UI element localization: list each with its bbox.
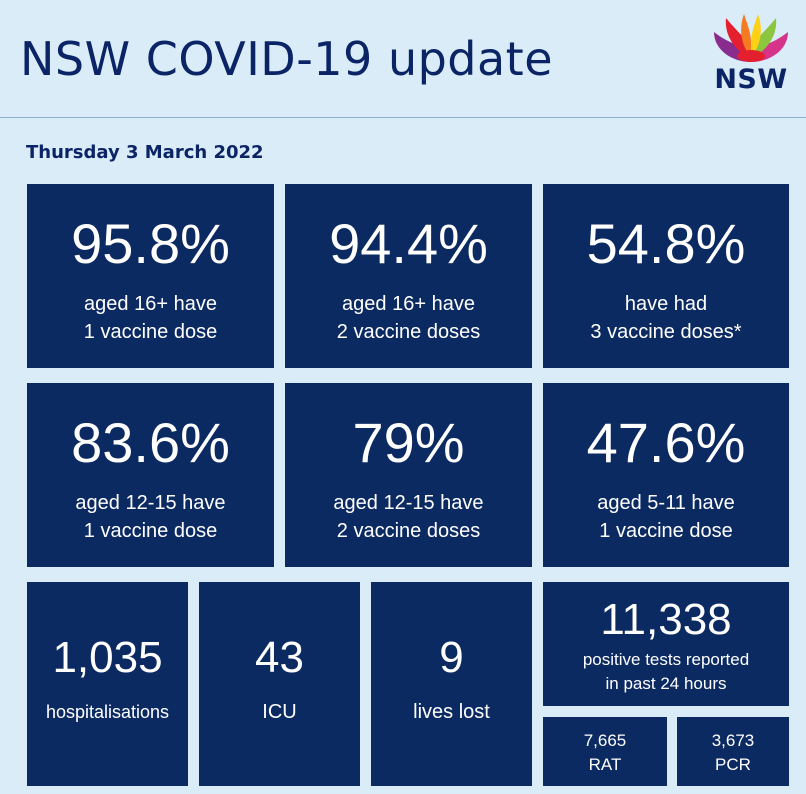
deaths-label: lives lost: [413, 701, 490, 723]
vaccine-tile-dose3: 54.8% have had 3 vaccine doses*: [543, 184, 789, 368]
pcr-label: PCR: [715, 755, 751, 774]
page-title: NSW COVID-19 update: [20, 32, 554, 86]
vaccine-tile-dose1-5to11: 47.6% aged 5-11 have 1 vaccine dose: [543, 383, 789, 567]
positive-tests-tile: 11,338 positive tests reported in past 2…: [543, 582, 789, 706]
vaccine-tile-dose2-16plus: 94.4% aged 16+ have 2 vaccine doses: [285, 184, 532, 368]
tile-caption-line1: have had: [624, 293, 708, 315]
tile-value: 95.8%: [71, 212, 230, 275]
hospitalisations-tile: 1,035 hospitalisations: [27, 582, 188, 786]
waratah-flower-icon: [714, 14, 788, 62]
logo-text: NSW: [714, 64, 788, 95]
tile-value: 47.6%: [586, 411, 746, 474]
rat-label: RAT: [588, 755, 622, 774]
report-date: Thursday 3 March 2022: [26, 142, 264, 163]
tile-caption-line2: 2 vaccine doses: [336, 321, 481, 343]
tile-value: 83.6%: [71, 411, 230, 474]
tile-caption-line1: aged 5-11 have: [597, 492, 735, 514]
tile-caption-line2: 2 vaccine doses: [336, 520, 481, 542]
tile-caption-line1: aged 16+ have: [342, 293, 475, 315]
icu-tile: 43 ICU: [199, 582, 360, 786]
tile-caption-line1: aged 16+ have: [84, 293, 217, 315]
positive-tests-caption-line2: in past 24 hours: [605, 674, 727, 693]
icu-value: 43: [255, 633, 304, 682]
positive-tests-value: 11,338: [600, 595, 732, 644]
deaths-tile: 9 lives lost: [371, 582, 532, 786]
header-banner: NSW COVID-19 update NSW: [0, 0, 806, 118]
tile-caption-line2: 1 vaccine dose: [83, 520, 218, 542]
icu-label: ICU: [262, 701, 297, 723]
rat-value: 7,665: [583, 731, 627, 750]
nsw-logo: NSW: [708, 12, 794, 98]
tile-value: 94.4%: [329, 212, 488, 275]
deaths-value: 9: [439, 633, 464, 682]
tile-caption-line1: aged 12-15 have: [75, 492, 226, 514]
tile-caption-line2: 1 vaccine dose: [83, 321, 218, 343]
tile-caption-line2: 3 vaccine doses*: [590, 321, 742, 343]
vaccine-tile-dose1-12to15: 83.6% aged 12-15 have 1 vaccine dose: [27, 383, 274, 567]
vaccine-tile-dose2-12to15: 79% aged 12-15 have 2 vaccine doses: [285, 383, 532, 567]
positive-tests-caption-line1: positive tests reported: [582, 650, 750, 669]
tile-caption-line1: aged 12-15 have: [333, 492, 484, 514]
rat-tile: 7,665 RAT: [543, 717, 667, 786]
pcr-tile: 3,673 PCR: [677, 717, 789, 786]
hospitalisations-value: 1,035: [52, 633, 163, 682]
vaccine-tile-dose1-16plus: 95.8% aged 16+ have 1 vaccine dose: [27, 184, 274, 368]
tile-value: 79%: [352, 411, 465, 474]
hospitalisations-label: hospitalisations: [45, 702, 170, 722]
pcr-value: 3,673: [711, 731, 755, 750]
tile-caption-line2: 1 vaccine dose: [599, 520, 733, 542]
tile-value: 54.8%: [586, 212, 746, 275]
